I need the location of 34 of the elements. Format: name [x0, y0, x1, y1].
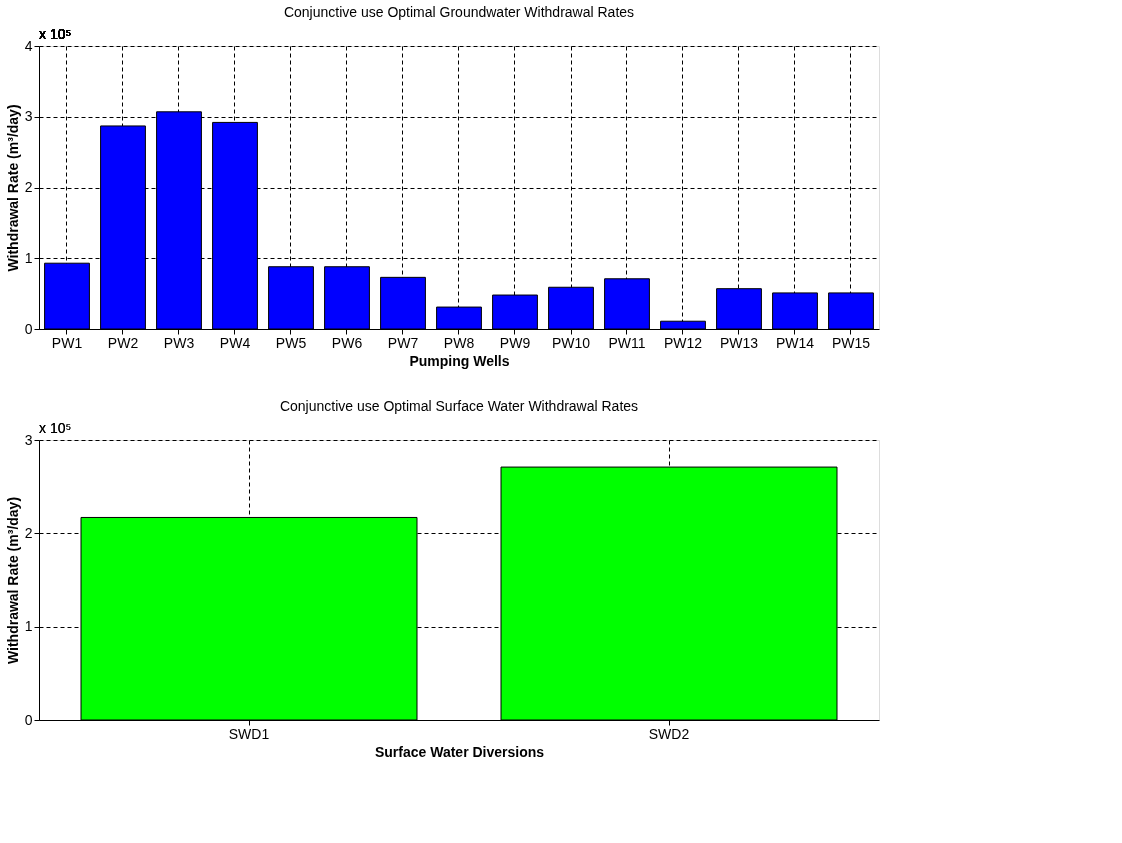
- text: x 10⁵: [39, 420, 72, 436]
- y-tick-label: 2: [24, 524, 33, 541]
- y-tick-label: 3: [24, 108, 33, 125]
- y-tick-label: 2: [24, 179, 33, 195]
- x-axis-title: Pumping Wells: [409, 352, 510, 369]
- chart-title: Conjunctive use Optimal Surface Water Withdrawal Rates: [279, 398, 639, 414]
- y-tick-label: 0: [24, 711, 33, 728]
- y-tick-label: 0: [24, 320, 33, 337]
- x-tick-label: PW5: [275, 334, 307, 351]
- x-tick-label: PW14: [775, 334, 815, 351]
- x-tick-label: PW10: [551, 334, 591, 351]
- x-tick-label: PW9: [499, 334, 531, 351]
- text: x 10⁵: [39, 26, 72, 42]
- x-tick-label: PW12: [663, 334, 703, 351]
- x-tick-label: SWD1: [228, 725, 270, 742]
- x-tick-label: PW4: [219, 334, 251, 351]
- x-tick-label: PW8: [443, 334, 475, 351]
- x-tick-label: PW3: [163, 334, 195, 351]
- y-tick-label: 3: [24, 431, 33, 448]
- x-tick-label: PW13: [719, 334, 759, 351]
- x-tick-label: PW1: [51, 334, 83, 351]
- x-tick-label: SWD2: [648, 725, 690, 742]
- x-tick-label: PW7: [387, 334, 419, 351]
- y-tick-label: 1: [24, 249, 33, 266]
- x-tick-label: PW6: [331, 334, 363, 351]
- y-tick-label: 1: [24, 618, 33, 635]
- y-axis-title: Withdrawal Rate (m³/day): [4, 104, 21, 272]
- y-tick-label: 4: [24, 37, 33, 54]
- y-axis-title: Withdrawal Rate (m³/day): [4, 496, 21, 665]
- x-tick-label: PW15: [831, 334, 871, 351]
- x-axis-title: Surface Water Diversions: [374, 743, 545, 760]
- chart-title: Conjunctive use Optimal Groundwater Withdrawal Rates: [283, 4, 635, 20]
- x-tick-label: PW11: [608, 334, 646, 351]
- x-tick-label: PW2: [107, 334, 139, 351]
